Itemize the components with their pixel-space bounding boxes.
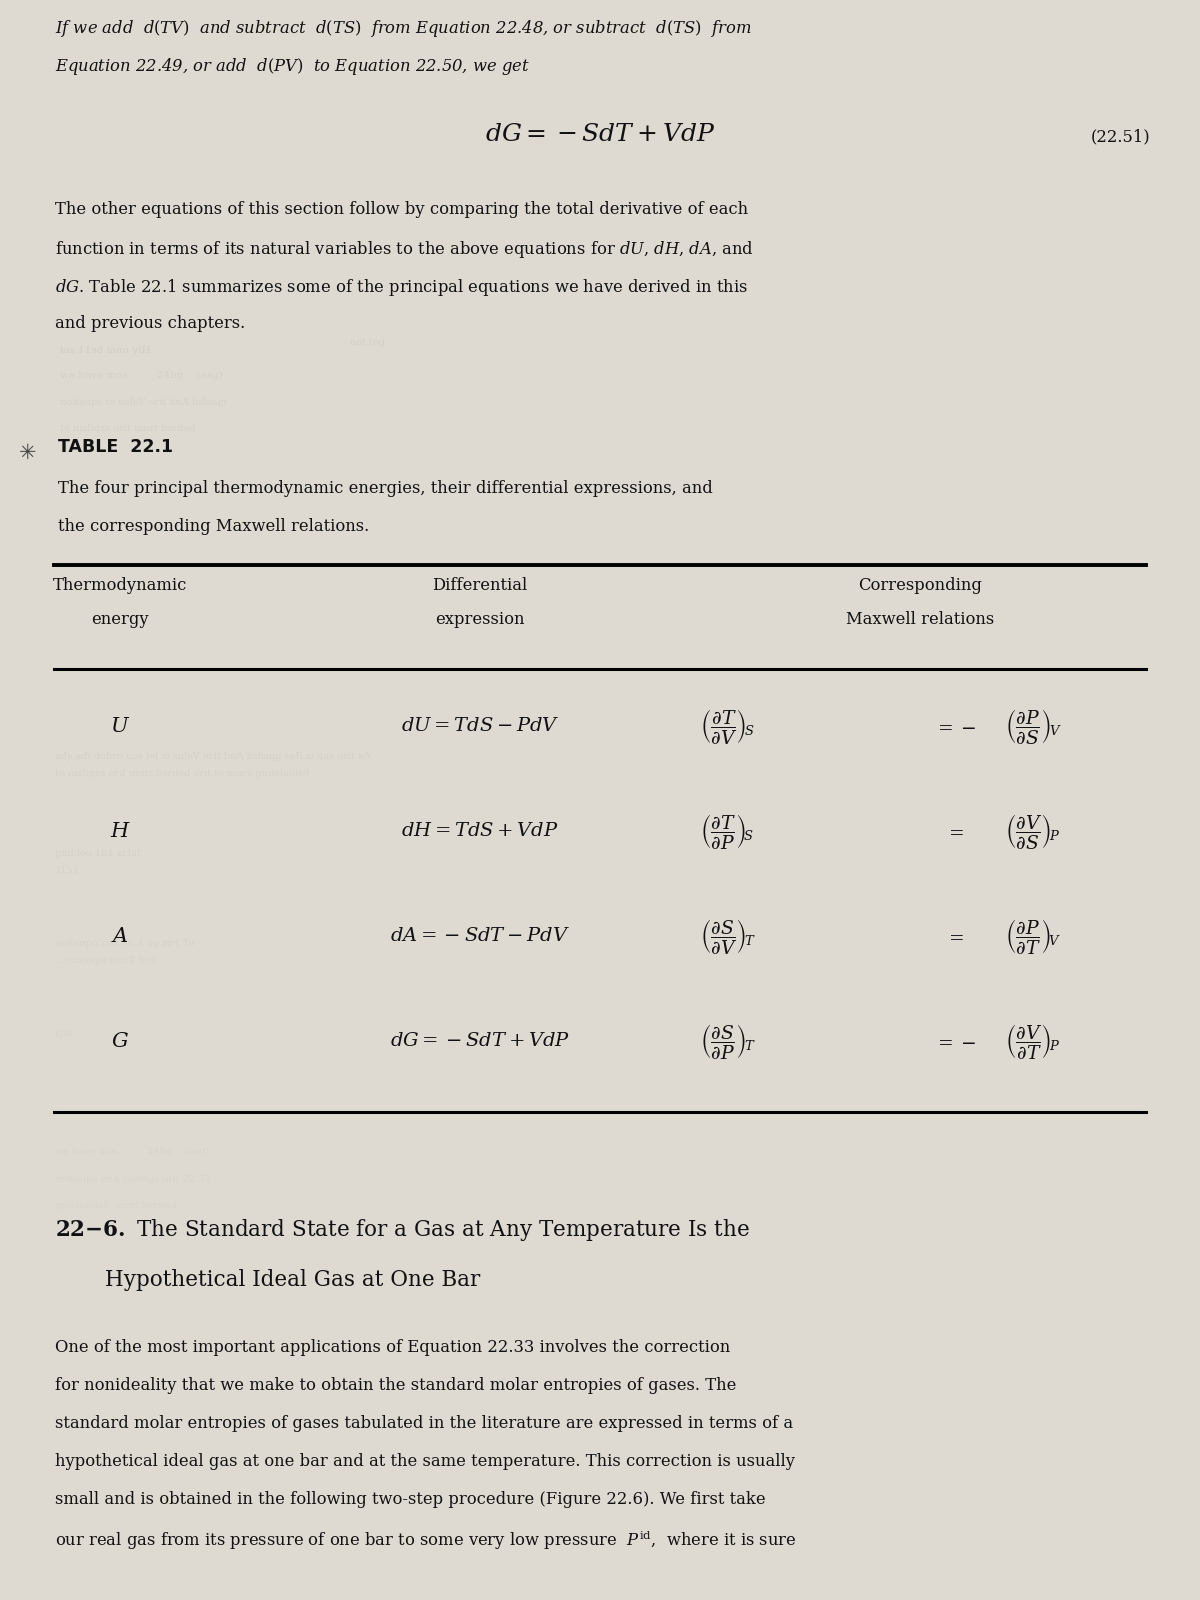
Text: noiteups to suleV orit bnA bslsngi: noiteups to suleV orit bnA bslsngi: [60, 398, 227, 406]
Text: ...noitsups morT bns: ...noitsups morT bns: [55, 955, 156, 965]
Text: $= -$: $= -$: [934, 1032, 976, 1051]
Text: $dG = -SdT + VdP$: $dG = -SdT + VdP$: [390, 1032, 570, 1051]
Text: The other equations of this section follow by comparing the total derivative of : The other equations of this section foll…: [55, 202, 748, 218]
Text: $dA = -SdT - PdV$: $dA = -SdT - PdV$: [390, 928, 570, 946]
Text: Corresponding: Corresponding: [858, 578, 982, 594]
Text: Differential: Differential: [432, 578, 528, 594]
Text: for nonideality that we make to obtain the standard molar entropies of gases. Th: for nonideality that we make to obtain t…: [55, 1378, 737, 1394]
Text: $dU = TdS - PdV$: $dU = TdS - PdV$: [401, 717, 559, 736]
Text: $\left(\dfrac{\partial S}{\partial P}\right)_{\!T}$: $\left(\dfrac{\partial S}{\partial P}\ri…: [700, 1022, 756, 1061]
Text: hypothetical ideal gas at one bar and at the same temperature. This correction i: hypothetical ideal gas at one bar and at…: [55, 1453, 796, 1470]
Text: $dG = -SdT + VdP$: $dG = -SdT + VdP$: [485, 123, 715, 146]
Text: Thermodynamic: Thermodynamic: [53, 578, 187, 594]
Text: noltsupo zint To A og zirt To: noltsupo zint To A og zirt To: [55, 939, 194, 947]
Text: Hypothetical Ideal Gas at One Bar: Hypothetical Ideal Gas at One Bar: [106, 1269, 480, 1291]
Text: $dG$. Table 22.1 summarizes some of the principal equations we have derived in t: $dG$. Table 22.1 summarizes some of the …: [55, 277, 748, 298]
Text: $\left(\dfrac{\partial P}{\partial T}\right)_{\!V}$: $\left(\dfrac{\partial P}{\partial T}\ri…: [1006, 917, 1062, 955]
Text: $=$: $=$: [946, 822, 965, 842]
Text: Equation 22.49, or add  $d(PV)$  to Equation 22.50, we get: Equation 22.49, or add $d(PV)$ to Equati…: [55, 56, 530, 77]
Text: $\left(\dfrac{\partial T}{\partial V}\right)_{\!S}$: $\left(\dfrac{\partial T}{\partial V}\ri…: [700, 707, 755, 746]
Text: TABLE  22.1: TABLE 22.1: [58, 438, 173, 456]
Text: $dH = TdS + VdP$: $dH = TdS + VdP$: [401, 822, 559, 840]
Text: the corresponding Maxwell relations.: the corresponding Maxwell relations.: [58, 518, 370, 534]
Text: $H$: $H$: [109, 822, 131, 842]
Text: to nisliqxs orit mort bsritsd orit to mors gnitsluols9: to nisliqxs orit mort bsritsd orit to mo…: [55, 770, 310, 778]
Text: energy: energy: [91, 611, 149, 629]
Text: our real gas from its pressure of one bar to some very low pressure  $P^{\mathrm: our real gas from its pressure of one ba…: [55, 1530, 797, 1552]
Text: gnitsluols9  mort bsritsd: gnitsluols9 mort bsritsd: [55, 1202, 176, 1210]
Text: las 11sd laon ylH: las 11sd laon ylH: [60, 346, 151, 355]
Text: lgnl: lgnl: [55, 1029, 73, 1038]
Text: function in terms of its natural variables to the above equations for $dU$, $dH$: function in terms of its natural variabl…: [55, 238, 754, 259]
Text: $\left(\dfrac{\partial S}{\partial V}\right)_{\!T}$: $\left(\dfrac{\partial S}{\partial V}\ri…: [700, 917, 756, 955]
Text: ✳: ✳: [19, 443, 37, 462]
Text: $U$: $U$: [110, 717, 130, 736]
Text: If we add  $d(TV)$  and subtract  $d(TS)$  from Equation 22.48, or subtract  $d(: If we add $d(TV)$ and subtract $d(TS)$ f…: [55, 18, 751, 38]
Text: $\left(\dfrac{\partial V}{\partial S}\right)_{\!P}$: $\left(\dfrac{\partial V}{\partial S}\ri…: [1006, 813, 1061, 851]
Text: $= -$: $= -$: [934, 717, 976, 736]
Text: $\left(\dfrac{\partial V}{\partial T}\right)_{\!P}$: $\left(\dfrac{\partial V}{\partial T}\ri…: [1006, 1022, 1061, 1061]
Text: to nisliqxs orit mort bsritsd: to nisliqxs orit mort bsritsd: [60, 424, 196, 434]
Text: $=$: $=$: [946, 926, 965, 946]
Text: $\mathbf{22{-}6.}$ The Standard State for a Gas at Any Temperature Is the: $\mathbf{22{-}6.}$ The Standard State fo…: [55, 1218, 750, 1243]
Text: $G$: $G$: [112, 1032, 128, 1051]
Text: (22.51): (22.51): [1091, 128, 1150, 146]
Text: $A$: $A$: [112, 926, 128, 946]
Text: Maxwell relations: Maxwell relations: [846, 611, 994, 629]
Text: we have mos         24hg    (asg): we have mos 24hg (asg): [55, 1147, 209, 1157]
Text: not teg: not teg: [350, 338, 385, 347]
Text: $\left(\dfrac{\partial T}{\partial P}\right)_{\!S}$: $\left(\dfrac{\partial T}{\partial P}\ri…: [700, 813, 755, 851]
Text: 1151: 1151: [55, 866, 80, 875]
Text: One of the most important applications of Equation 22.33 involves the correction: One of the most important applications o…: [55, 1339, 731, 1355]
Text: $\left(\dfrac{\partial P}{\partial S}\right)_{\!V}$: $\left(\dfrac{\partial P}{\partial S}\ri…: [1006, 707, 1062, 746]
Text: expression: expression: [436, 611, 524, 629]
Text: we have mos         24hg    (asg): we have mos 24hg (asg): [60, 371, 223, 381]
Text: ady adi dobro nos lol zi suleV orit bnA bslsngi seR zi gas orit aA: ady adi dobro nos lol zi suleV orit bnA …: [55, 752, 371, 762]
Text: noiteups bnA bslsngi seR 22.33: noiteups bnA bslsngi seR 22.33: [55, 1174, 211, 1184]
Text: small and is obtained in the following two-step procedure (Figure 22.6). We firs: small and is obtained in the following t…: [55, 1491, 766, 1507]
Text: and previous chapters.: and previous chapters.: [55, 315, 245, 333]
Text: gnibloo 101 zi lal: gnibloo 101 zi lal: [55, 850, 140, 858]
Text: The four principal thermodynamic energies, their differential expressions, and: The four principal thermodynamic energie…: [58, 480, 713, 498]
Text: standard molar entropies of gases tabulated in the literature are expressed in t: standard molar entropies of gases tabula…: [55, 1414, 793, 1432]
